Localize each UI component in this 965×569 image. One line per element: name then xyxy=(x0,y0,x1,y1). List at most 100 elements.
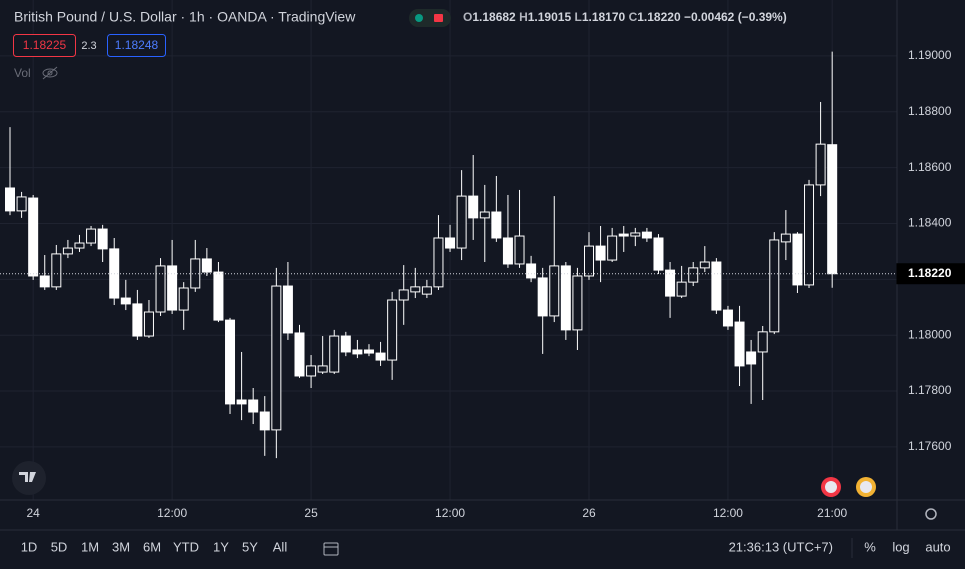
last-price-box xyxy=(896,263,965,285)
candle-body xyxy=(468,195,479,219)
y-tick-label: 1.19000 xyxy=(908,48,952,62)
candle-body xyxy=(653,237,664,271)
toggle-icon xyxy=(434,14,443,22)
candle-body xyxy=(804,184,815,286)
date-range-icon[interactable] xyxy=(323,542,339,556)
logo-mark xyxy=(19,472,36,482)
candle-body xyxy=(433,237,444,288)
range-button[interactable]: YTD xyxy=(173,539,199,554)
candle-body xyxy=(676,281,687,297)
candle-body xyxy=(28,197,39,277)
ohlc-value: 1.19015 xyxy=(528,10,572,24)
y-tick-label: 1.17800 xyxy=(908,383,952,397)
volume-label: Vol xyxy=(14,66,31,80)
candle-body xyxy=(722,309,733,327)
candle-body xyxy=(39,275,50,288)
scale-option[interactable]: % xyxy=(864,539,876,554)
x-tick-label: 24 xyxy=(26,506,40,520)
candle-body xyxy=(537,277,548,317)
candle-body xyxy=(294,332,305,377)
candle-body xyxy=(456,195,467,249)
ohlc-key: H xyxy=(519,10,528,24)
candle-body xyxy=(16,196,27,212)
candle-body xyxy=(86,228,97,244)
range-button[interactable]: 6M xyxy=(143,539,161,554)
clock[interactable]: 21:36:13 (UTC+7) xyxy=(729,539,833,554)
candle-body xyxy=(97,228,108,250)
ohlc-value: 1.18220 xyxy=(637,10,681,24)
candle-body xyxy=(329,335,340,373)
candle-body xyxy=(282,285,293,334)
bid-box[interactable] xyxy=(13,34,76,57)
candle-body xyxy=(352,349,363,355)
candle-body xyxy=(306,365,317,377)
candle-body xyxy=(421,286,432,295)
candle-body xyxy=(607,235,618,261)
x-tick-label: 12:00 xyxy=(713,506,743,520)
ohlc-key: C xyxy=(629,10,638,24)
candle-body xyxy=(526,263,537,279)
candle-body xyxy=(769,239,780,333)
candle-body xyxy=(51,253,62,288)
candle-body xyxy=(746,351,757,365)
candle-body xyxy=(711,261,722,311)
logo[interactable] xyxy=(12,461,46,495)
candle-body xyxy=(132,303,143,337)
scale-option[interactable]: auto xyxy=(925,539,950,554)
toggle-dot xyxy=(415,14,423,22)
ohlc-value: 1.18170 xyxy=(582,10,626,24)
candle-body xyxy=(479,211,490,219)
settings-icon[interactable] xyxy=(925,508,937,520)
event-flag-inner xyxy=(825,481,837,493)
candle-body xyxy=(572,275,583,331)
x-tick-label: 21:00 xyxy=(817,506,847,520)
spread: 2.3 xyxy=(81,40,96,52)
candle-body xyxy=(560,265,571,331)
range-button[interactable]: All xyxy=(273,539,288,554)
y-tick-label: 1.18800 xyxy=(908,104,952,118)
range-button[interactable]: 5Y xyxy=(242,539,258,554)
range-button[interactable]: 5D xyxy=(51,539,68,554)
candle-body xyxy=(398,289,409,301)
candle-body xyxy=(491,211,502,239)
candle-body xyxy=(271,285,282,431)
range-button[interactable]: 1Y xyxy=(213,539,229,554)
range-button[interactable]: 1M xyxy=(81,539,99,554)
event-flag-inner xyxy=(860,481,872,493)
candle-body xyxy=(363,349,374,354)
hide-icon[interactable] xyxy=(42,66,58,80)
toggle[interactable] xyxy=(409,9,451,27)
candle-body xyxy=(792,233,803,286)
ask-price: 1.18248 xyxy=(115,38,159,52)
candle-body xyxy=(618,233,629,237)
ohlc-key: L xyxy=(574,10,581,24)
chart-title: British Pound / U.S. Dollar · 1h · OANDA… xyxy=(14,9,356,25)
candle-body xyxy=(340,335,351,353)
ask-box[interactable] xyxy=(107,34,166,57)
toolbar: 1D 5D 1M 3M 6M YTD 1Y 5Y All 21:36:13 (UTC+7)% log… xyxy=(21,539,951,554)
range-button[interactable]: 1D xyxy=(21,539,38,554)
bid-price: 1.18225 xyxy=(23,38,67,52)
range-button[interactable]: 3M xyxy=(112,539,130,554)
candle-body xyxy=(317,365,328,373)
candle-body xyxy=(584,245,594,277)
candle-body xyxy=(699,261,710,269)
scale-option[interactable]: log xyxy=(892,539,909,554)
candle-body xyxy=(502,237,513,265)
candle-body xyxy=(780,233,791,243)
x-tick-label: 12:00 xyxy=(435,506,465,520)
candle-body xyxy=(595,245,606,261)
y-tick-label: 1.17600 xyxy=(908,439,952,453)
candle-body xyxy=(410,286,421,293)
candle-body xyxy=(665,269,676,297)
candle-body xyxy=(815,143,826,186)
y-tick-label: 1.18600 xyxy=(908,160,952,174)
candle-body xyxy=(178,287,189,311)
candle-body xyxy=(630,232,641,237)
candle-body xyxy=(155,265,166,313)
candle-body xyxy=(757,331,768,353)
candle-body xyxy=(62,247,73,255)
candle-body xyxy=(120,297,131,305)
